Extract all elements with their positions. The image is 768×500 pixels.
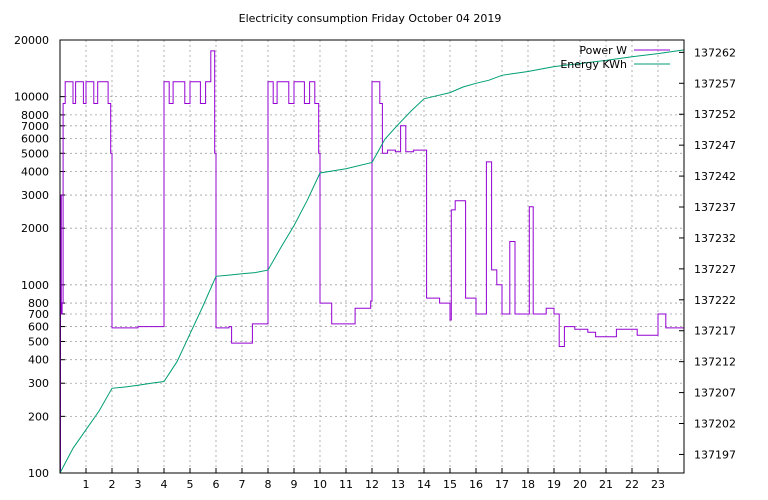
x-tick-label: 20 xyxy=(573,478,587,491)
y-left-tick-label: 300 xyxy=(28,377,49,390)
y-left-tick-label: 8000 xyxy=(21,109,49,122)
y-right-tick-label: 137217 xyxy=(694,325,736,338)
x-axis: 1 2 3 4 5 6 7 8 9 10 11 12 13 14 15 16 17 18 19 20 21 22 23 xyxy=(83,468,665,491)
x-tick-label: 18 xyxy=(521,478,535,491)
right-axis: 137197 137202 137207 137212 137217 137222 1372… xyxy=(679,46,736,461)
chart-title: Electricity consumption Friday October 0… xyxy=(239,12,502,25)
y-left-tick-label: 20000 xyxy=(14,34,49,47)
y-right-tick-label: 137222 xyxy=(694,294,736,307)
x-tick-label: 2 xyxy=(109,478,116,491)
plot-frame xyxy=(59,39,685,474)
x-tick-label: 11 xyxy=(339,478,353,491)
y-right-tick-label: 137212 xyxy=(694,356,736,369)
y-right-tick-label: 137247 xyxy=(694,139,736,152)
x-tick-label: 23 xyxy=(651,478,665,491)
y-right-tick-label: 137242 xyxy=(694,170,736,183)
y-right-tick-label: 137237 xyxy=(694,201,736,214)
y-left-tick-label: 500 xyxy=(28,335,49,348)
y-left-tick-label: 400 xyxy=(28,354,49,367)
series xyxy=(59,49,685,474)
x-tick-label: 5 xyxy=(187,478,194,491)
x-tick-label: 14 xyxy=(417,478,431,491)
y-right-tick-label: 137197 xyxy=(694,448,736,461)
y-right-tick-label: 137207 xyxy=(694,387,736,400)
x-tick-label: 10 xyxy=(313,478,327,491)
x-tick-label: 17 xyxy=(495,478,509,491)
y-left-tick-label: 600 xyxy=(28,321,49,334)
x-tick-label: 9 xyxy=(291,478,298,491)
x-tick-label: 13 xyxy=(391,478,405,491)
y-left-tick-label: 3000 xyxy=(21,189,49,202)
x-tick-label: 6 xyxy=(213,478,220,491)
x-tick-label: 16 xyxy=(469,478,483,491)
x-tick-label: 8 xyxy=(265,478,272,491)
x-tick-label: 15 xyxy=(443,478,457,491)
x-tick-label: 22 xyxy=(625,478,639,491)
y-left-tick-label: 2000 xyxy=(21,222,49,235)
y-left-tick-label: 10000 xyxy=(14,91,49,104)
y-left-tick-label: 6000 xyxy=(21,132,49,145)
x-tick-label: 4 xyxy=(161,478,168,491)
y-right-tick-label: 137252 xyxy=(694,108,736,121)
x-tick-label: 19 xyxy=(547,478,561,491)
energy-series-line xyxy=(59,49,685,474)
y-left-tick-label: 5000 xyxy=(21,147,49,160)
y-right-tick-label: 137202 xyxy=(694,418,736,431)
x-tick-label: 3 xyxy=(135,478,142,491)
y-left-tick-label: 200 xyxy=(28,410,49,423)
y-right-tick-label: 137257 xyxy=(694,77,736,90)
legend: Power W Energy KWh xyxy=(560,44,670,71)
x-tick-label: 21 xyxy=(599,478,613,491)
x-tick-label: 7 xyxy=(239,478,246,491)
y-left-tick-label: 4000 xyxy=(21,166,49,179)
legend-power-label: Power W xyxy=(579,44,627,57)
y-left-tick-label: 100 xyxy=(28,467,49,480)
y-left-tick-label: 7000 xyxy=(21,120,49,133)
x-tick-label: 12 xyxy=(365,478,379,491)
y-left-tick-label: 800 xyxy=(28,297,49,310)
y-right-tick-label: 137232 xyxy=(694,232,736,245)
y-right-tick-label: 137262 xyxy=(694,46,736,59)
y-left-tick-label: 1000 xyxy=(21,279,49,292)
y-left-tick-label: 700 xyxy=(28,308,49,321)
power-series-line xyxy=(60,50,685,474)
y-right-tick-label: 137227 xyxy=(694,263,736,276)
x-tick-label: 1 xyxy=(83,478,90,491)
legend-energy-label: Energy KWh xyxy=(560,58,627,71)
